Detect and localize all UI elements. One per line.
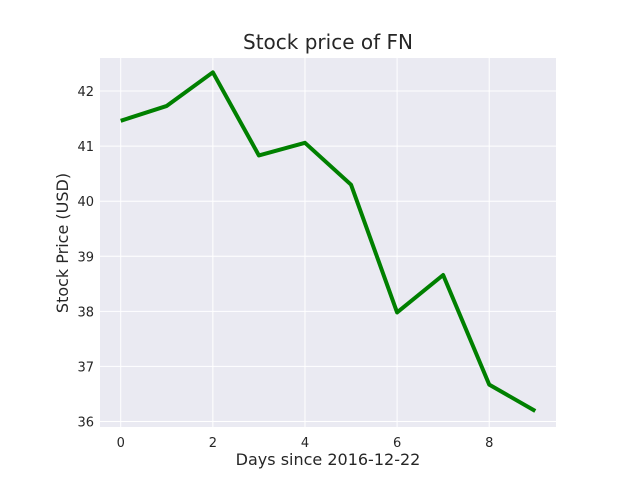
x-tick-label: 8: [485, 436, 493, 451]
y-axis-label: Stock Price (USD): [53, 173, 72, 313]
y-tick-label: 41: [77, 140, 94, 155]
y-axis-ticks: 36 37 38 39 40 41 42: [77, 85, 94, 430]
y-tick-label: 39: [77, 250, 94, 265]
series-layer: [120, 70, 537, 413]
x-tick-label: 4: [301, 436, 309, 451]
x-tick-label: 6: [393, 436, 401, 451]
y-tick-label: 40: [77, 195, 94, 210]
plot-area: [100, 58, 556, 427]
grid: [100, 58, 556, 427]
x-tick-label: 0: [117, 436, 125, 451]
chart-title: Stock price of FN: [243, 30, 413, 54]
x-axis-label: Days since 2016-12-22: [236, 450, 421, 469]
series-line: [120, 70, 537, 413]
y-tick-label: 37: [77, 360, 94, 375]
x-tick-label: 2: [209, 436, 217, 451]
y-tick-label: 36: [77, 415, 94, 430]
y-tick-label: 42: [77, 85, 94, 100]
y-tick-label: 38: [77, 305, 94, 320]
x-axis-ticks: 0 2 4 6 8: [117, 436, 494, 451]
